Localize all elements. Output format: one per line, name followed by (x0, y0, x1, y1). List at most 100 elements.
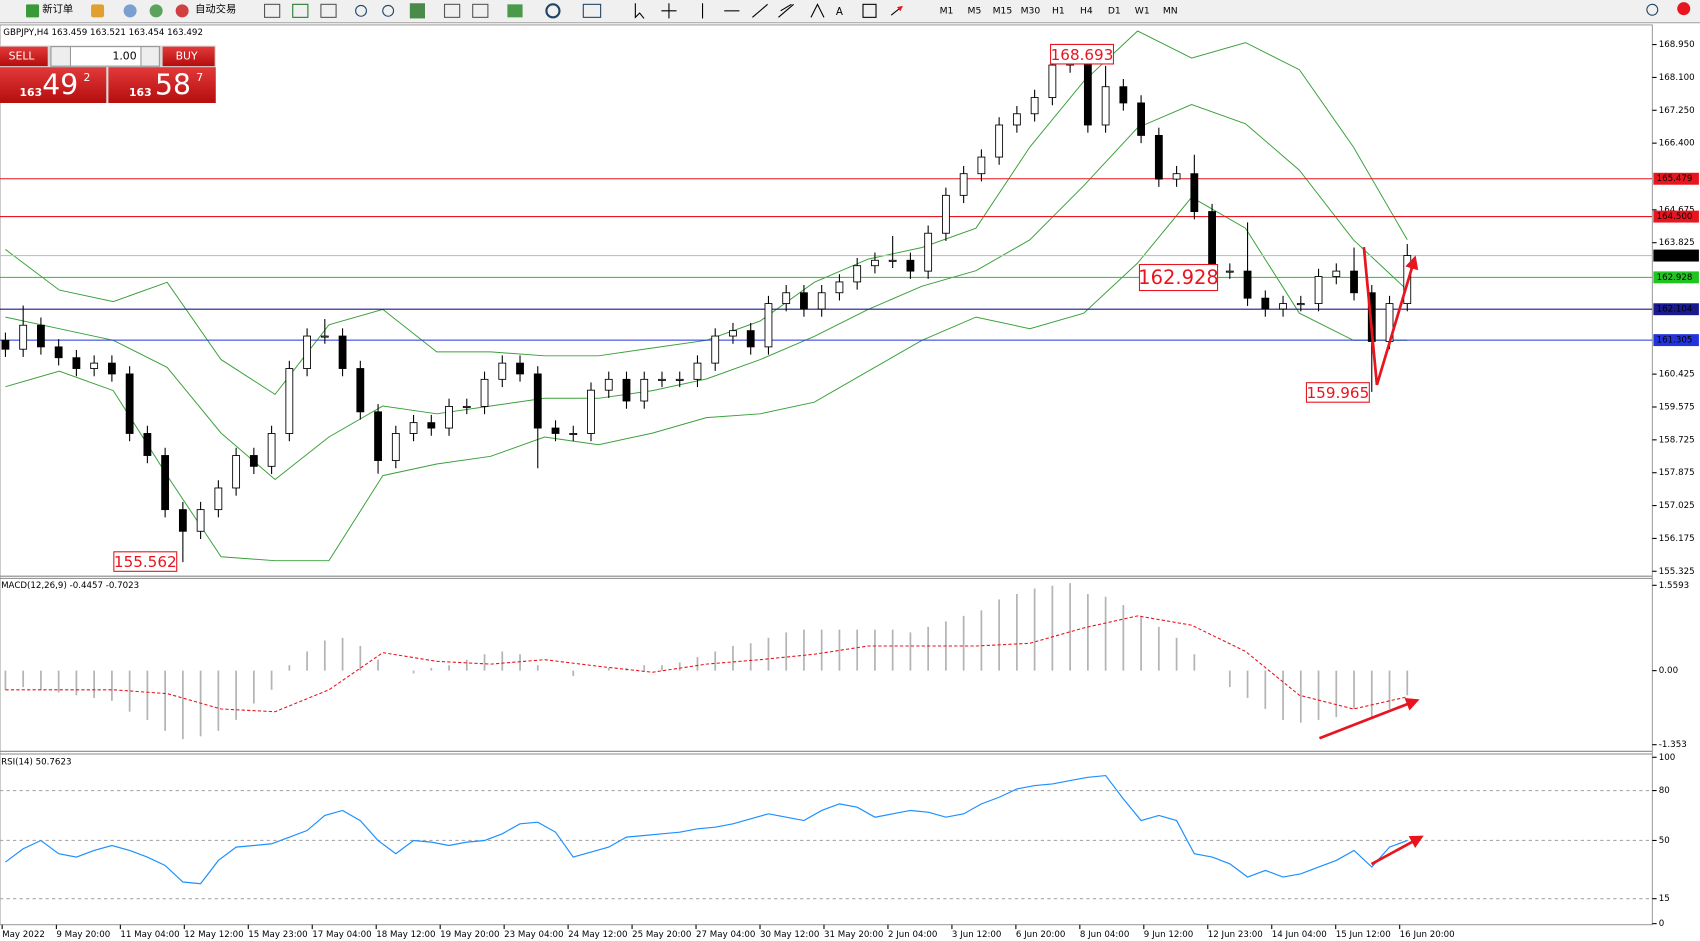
zoom-out[interactable] (382, 4, 395, 17)
candle-body (249, 455, 258, 467)
y-tick-label: 155.325 (1659, 567, 1695, 577)
crosshair-tool[interactable] (661, 3, 677, 19)
chart-frame (0, 24, 1653, 926)
annotation-box (113, 551, 178, 572)
price-level-box (1653, 271, 1699, 284)
buy-label[interactable]: BUY (176, 49, 198, 62)
icon[interactable] (582, 3, 602, 18)
candle-body (1137, 102, 1145, 136)
candle-body (391, 433, 400, 461)
candle-body (551, 427, 560, 434)
icon[interactable] (507, 4, 523, 18)
price-scale: 168.950 168.100 167.250 166.400 164.675 163.8… (1652, 40, 1699, 929)
channel-tool[interactable] (778, 3, 794, 18)
trend-tool[interactable] (752, 3, 768, 18)
timeframe-button[interactable]: MN (1163, 5, 1178, 16)
timeframe-button[interactable]: M5 (968, 5, 982, 16)
annotation-box (1305, 382, 1370, 403)
icon[interactable] (91, 4, 105, 18)
price-level-box (1653, 303, 1699, 316)
y-tick-label: 0 (1659, 919, 1665, 929)
x-tick-label: 23 May 04:00 (504, 930, 563, 940)
timeframe-button[interactable]: H1 (1052, 5, 1065, 16)
label-tool[interactable]: A (836, 6, 843, 18)
buy-button[interactable] (162, 46, 215, 67)
icon[interactable] (263, 3, 281, 18)
sell-label[interactable]: SELL (9, 49, 35, 62)
icon[interactable] (320, 3, 337, 18)
x-tick-label: 12 May 12:00 (184, 930, 243, 940)
buy-price-box[interactable] (108, 67, 216, 103)
arrow-tool[interactable] (890, 5, 903, 16)
y-tick-label: 168.950 (1659, 40, 1695, 50)
new-order-icon[interactable] (26, 4, 40, 18)
sell-price-box[interactable] (0, 67, 107, 103)
timeframes: M1 M5 M15 M30 H1 H4 D1 W1 MN (940, 5, 1178, 16)
fibo-tool[interactable] (810, 3, 825, 18)
icon[interactable] (292, 3, 309, 18)
x-tick-label: 19 May 20:00 (440, 930, 499, 940)
candle-body (1332, 270, 1341, 277)
lot-down[interactable] (50, 46, 72, 67)
candle-body (143, 433, 152, 456)
timeframe-button[interactable]: H4 (1080, 5, 1093, 16)
x-tick-label: 8 Jun 04:00 (1080, 930, 1129, 940)
candle-body (835, 281, 844, 294)
y-tick-label: 168.100 (1659, 73, 1695, 83)
timeframe-button[interactable]: M30 (1021, 5, 1041, 16)
y-tick-label: 158.725 (1659, 435, 1695, 445)
candle-body (533, 373, 542, 429)
icon[interactable] (472, 3, 489, 18)
sell-price-sup: 2 (83, 71, 90, 84)
timeframe-button[interactable]: D1 (1108, 5, 1121, 16)
candle-body (800, 292, 808, 310)
candle-body (941, 194, 950, 234)
rsi-header: RSI(14) 50.7623 (1, 758, 71, 768)
price-level-box (1653, 210, 1699, 223)
icon[interactable] (443, 3, 461, 18)
auto-trading-icon[interactable] (175, 4, 189, 18)
candle-body (178, 509, 187, 532)
timeframe-button[interactable]: W1 (1135, 5, 1150, 16)
notification[interactable] (1677, 2, 1691, 16)
candle-body (995, 124, 1004, 158)
candle-body (1279, 303, 1287, 310)
candle-body (409, 422, 418, 434)
lot-up[interactable] (140, 46, 160, 67)
x-tick-label: 2 Jun 04:00 (888, 930, 937, 940)
candle-body (1101, 86, 1110, 126)
toolbar (0, 0, 1700, 23)
icon[interactable] (123, 4, 137, 18)
candle-body (1296, 303, 1305, 306)
annotation: 168.693 (1051, 46, 1114, 64)
chart-header: GBPJPY,H4 163.459 163.521 163.454 163.49… (3, 28, 203, 38)
candle-body (72, 357, 81, 369)
timeframe-button[interactable]: M1 (940, 5, 954, 16)
candle-body (587, 389, 595, 434)
cursor-tool[interactable] (634, 3, 645, 19)
candle-body (480, 378, 489, 407)
auto-trading-button[interactable]: 自动交易 (195, 3, 236, 16)
icon[interactable] (545, 3, 561, 19)
icon[interactable] (409, 3, 425, 19)
candle-body (338, 335, 347, 369)
icon[interactable] (149, 4, 163, 18)
candle-body (516, 362, 524, 375)
new-order-button[interactable]: 新订单 (42, 3, 73, 16)
x-tick-label: 30 May 12:00 (760, 930, 819, 940)
zoom-in[interactable] (355, 4, 367, 17)
candle-body (1314, 276, 1323, 305)
text-tool[interactable] (862, 3, 877, 18)
drawn-arrow (1370, 835, 1424, 866)
price-level-box (1653, 249, 1699, 262)
lot-value[interactable]: 1.00 (112, 49, 136, 62)
x-tick-label: 11 May 04:00 (120, 930, 179, 940)
price-level-label: 163.492 (1657, 251, 1693, 261)
timeframe-button[interactable]: M15 (993, 5, 1013, 16)
sell-button[interactable] (0, 46, 48, 67)
candle-body (54, 346, 63, 359)
x-tick-label: 6 Jun 20:00 (1016, 930, 1065, 940)
search[interactable] (1646, 3, 1659, 16)
candle-body (746, 330, 755, 348)
